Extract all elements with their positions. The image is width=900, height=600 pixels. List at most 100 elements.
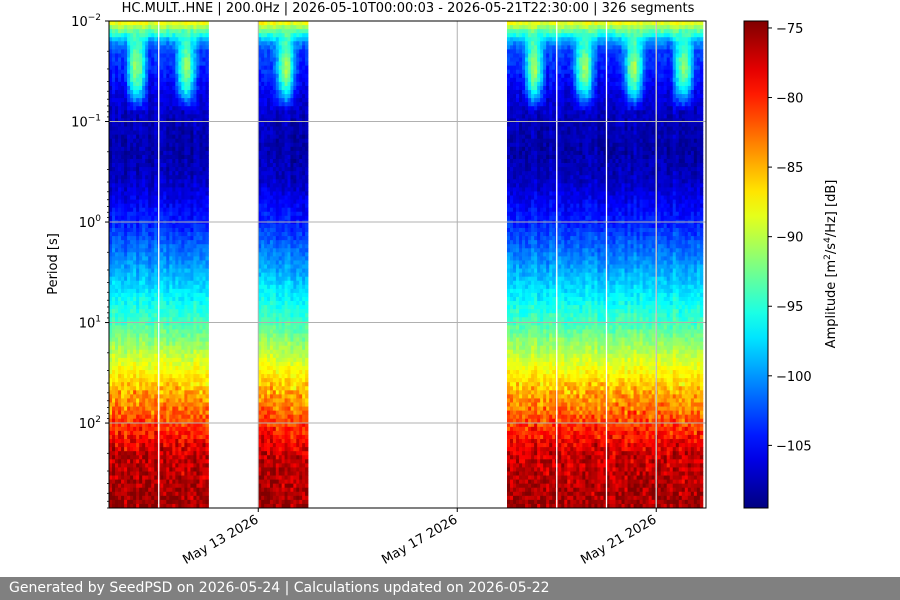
spectrogram-cell: [145, 57, 149, 62]
spectrogram-cell: [190, 183, 194, 188]
spectrogram-cell: [196, 211, 200, 217]
spectrogram-cell: [190, 158, 194, 164]
spectrogram-cell: [145, 45, 149, 50]
spectrogram-cell: [181, 434, 185, 440]
spectrogram-cell: [261, 236, 265, 241]
spectrogram-cell: [202, 150, 206, 156]
spectrogram-cell: [202, 292, 206, 298]
spectrogram-cell: [121, 142, 125, 148]
spectrogram-cell: [272, 414, 277, 420]
spectrogram-cell: [130, 398, 134, 403]
spectrogram-cell: [187, 430, 191, 436]
spectrogram-cell: [166, 426, 170, 432]
spectrogram-cell: [261, 94, 265, 99]
spectrogram-cell: [142, 94, 146, 99]
spectrogram-cell: [139, 187, 143, 192]
spectrogram-cell: [169, 158, 173, 164]
spectrogram-cell: [272, 138, 277, 144]
spectrogram-cell: [278, 252, 283, 257]
spectrogram-cell: [166, 264, 170, 269]
spectrogram-cell: [275, 284, 280, 290]
spectrogram-cell: [139, 325, 143, 330]
spectrogram-cell: [163, 130, 167, 136]
spectrogram-cell: [160, 313, 164, 318]
spectrogram-cell: [202, 414, 206, 420]
spectrogram-cell: [136, 495, 140, 501]
spectrogram-cell: [115, 357, 119, 363]
spectrogram-cell: [118, 45, 122, 50]
spectrogram-cell: [136, 211, 140, 217]
spectrogram-cell: [275, 248, 280, 253]
spectrogram-cell: [169, 365, 173, 371]
spectrogram-cell: [151, 227, 155, 233]
spectrogram-cell: [267, 102, 271, 107]
spectrogram-cell: [127, 301, 131, 306]
spectrogram-cell: [145, 280, 149, 286]
spectrogram-cell: [169, 130, 173, 136]
spectrogram-cell: [267, 98, 271, 103]
spectrogram-cell: [172, 475, 176, 480]
spectrogram-cell: [121, 276, 125, 282]
spectrogram-cell: [172, 288, 176, 294]
spectrogram-cell: [184, 483, 188, 489]
spectrogram-cell: [172, 370, 176, 375]
spectrogram-cell: [193, 167, 197, 172]
spectrogram-cell: [112, 487, 116, 493]
spectrogram-cell: [154, 309, 158, 314]
spectrogram-cell: [154, 268, 158, 274]
spectrogram-cell: [151, 402, 155, 407]
spectrogram-cell: [121, 410, 125, 416]
spectrogram-cell: [181, 232, 185, 237]
spectrogram-cell: [109, 467, 113, 472]
spectrogram-cell: [184, 475, 188, 480]
spectrogram-cell: [109, 378, 113, 383]
spectrogram-cell: [163, 459, 167, 464]
spectrogram-cell: [115, 49, 119, 54]
spectrogram-cell: [130, 390, 134, 395]
spectrogram-cell: [193, 150, 197, 156]
spectrogram-cell: [115, 382, 119, 387]
spectrogram-cell: [187, 309, 191, 314]
spectrogram-cell: [205, 321, 209, 326]
spectrogram-cell: [112, 353, 116, 359]
spectrogram-cell: [184, 459, 188, 464]
spectrogram-cell: [121, 329, 125, 334]
spectrogram-cell: [202, 503, 206, 508]
spectrogram-cell: [202, 260, 206, 265]
spectrogram-cell: [205, 146, 209, 152]
spectrogram-cell: [151, 382, 155, 387]
spectrogram-cell: [196, 167, 200, 172]
spectrogram-cell: [181, 244, 185, 249]
spectrogram-cell: [258, 353, 262, 359]
spectrogram-cell: [278, 495, 283, 501]
spectrogram-cell: [172, 309, 176, 314]
spectrogram-cell: [193, 94, 197, 99]
spectrogram-cell: [199, 49, 203, 54]
spectrogram-cell: [118, 158, 122, 164]
spectrogram-cell: [261, 321, 265, 326]
spectrogram-cell: [190, 357, 194, 363]
spectrogram-cell: [267, 65, 271, 71]
spectrogram-cell: [154, 467, 158, 472]
spectrogram-cell: [272, 183, 277, 188]
spectrogram-cell: [109, 183, 113, 188]
spectrogram-cell: [261, 118, 265, 123]
spectrogram-cell: [264, 49, 268, 54]
spectrogram-cell: [196, 191, 200, 196]
spectrogram-cell: [261, 345, 265, 351]
spectrogram-cell: [115, 126, 119, 131]
spectrogram-cell: [264, 130, 268, 136]
spectrogram-cell: [261, 349, 265, 355]
spectrogram-cell: [130, 203, 134, 209]
spectrogram-cell: [130, 85, 134, 91]
spectrogram-cell: [269, 69, 274, 75]
spectrogram-cell: [178, 386, 182, 391]
spectrogram-cell: [136, 130, 140, 136]
spectrogram-cell: [169, 33, 173, 38]
spectrogram-cell: [264, 146, 268, 152]
spectrogram-cell: [124, 94, 128, 99]
spectrogram-cell: [169, 288, 173, 294]
spectrogram-cell: [267, 150, 271, 156]
spectrogram-cell: [202, 98, 206, 103]
spectrogram-cell: [258, 317, 262, 322]
